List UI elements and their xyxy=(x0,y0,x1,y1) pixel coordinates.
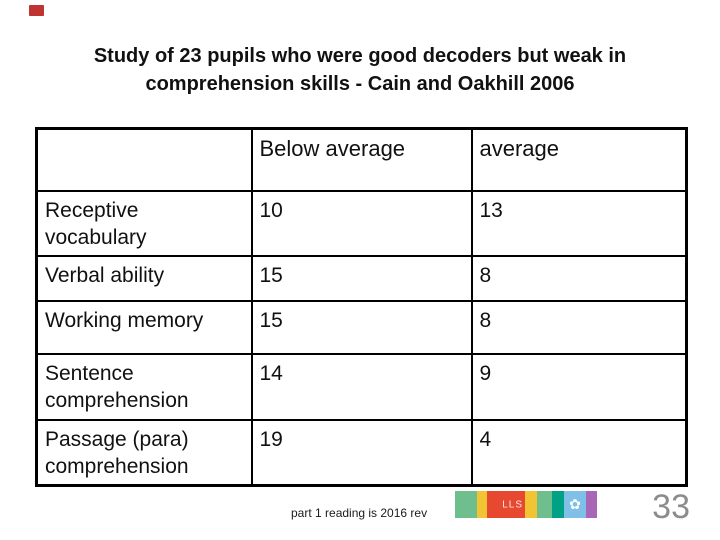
logo-segment-red: LLS xyxy=(487,491,525,518)
table-row-passage-comprehension: Passage (para) comprehension 19 4 xyxy=(35,418,688,487)
logo-segment-blue: ✿ xyxy=(564,491,586,518)
slide-title: Study of 23 pupils who were good decoder… xyxy=(0,42,720,98)
cell-value: 8 xyxy=(470,300,688,356)
footer-note: part 1 reading is 2016 rev xyxy=(291,506,428,520)
cell-value: 15 xyxy=(250,300,473,356)
logo-segment-purple xyxy=(586,491,597,518)
table-row-verbal-ability: Verbal ability 15 8 xyxy=(35,255,688,303)
column-header-average: average xyxy=(470,127,688,192)
row-label: Receptive vocabulary xyxy=(35,189,253,258)
table-header-row: Below average average xyxy=(35,127,688,192)
organization-logo: LLS ✿ xyxy=(455,491,597,518)
cell-value: 9 xyxy=(470,353,688,421)
cell-value: 13 xyxy=(470,189,688,258)
table-row-working-memory: Working memory 15 8 xyxy=(35,300,688,356)
cell-value: 14 xyxy=(250,353,473,421)
table-row-sentence-comprehension: Sentence comprehension 14 9 xyxy=(35,353,688,421)
flower-icon: ✿ xyxy=(569,495,581,512)
slide-page-number: 33 xyxy=(652,488,690,526)
logo-segment-green xyxy=(455,491,477,518)
row-label: Passage (para) comprehension xyxy=(35,418,253,487)
table-row-receptive-vocabulary: Receptive vocabulary 10 13 xyxy=(35,189,688,258)
red-mark-decoration xyxy=(29,5,44,16)
cell-value: 8 xyxy=(470,255,688,303)
cell-value: 15 xyxy=(250,255,473,303)
title-line-1: Study of 23 pupils who were good decoder… xyxy=(93,45,627,67)
logo-segment-yellow xyxy=(525,491,537,518)
logo-segment-green xyxy=(537,491,552,518)
cell-value: 4 xyxy=(470,418,688,487)
row-label: Verbal ability xyxy=(35,255,253,303)
row-label: Sentence comprehension xyxy=(35,353,253,421)
logo-lls-text: LLS xyxy=(502,499,523,510)
study-results-table: Below average average Receptive vocabula… xyxy=(35,127,688,488)
row-label: Working memory xyxy=(35,300,253,356)
corner-header-cell xyxy=(35,127,253,192)
logo-segment-yellow xyxy=(477,491,487,518)
logo-segment-teal xyxy=(552,491,564,518)
cell-value: 10 xyxy=(250,189,473,258)
column-header-below-average: Below average xyxy=(250,127,473,192)
title-line-2: comprehension skills - Cain and Oakhill … xyxy=(145,73,575,95)
cell-value: 19 xyxy=(250,418,473,487)
